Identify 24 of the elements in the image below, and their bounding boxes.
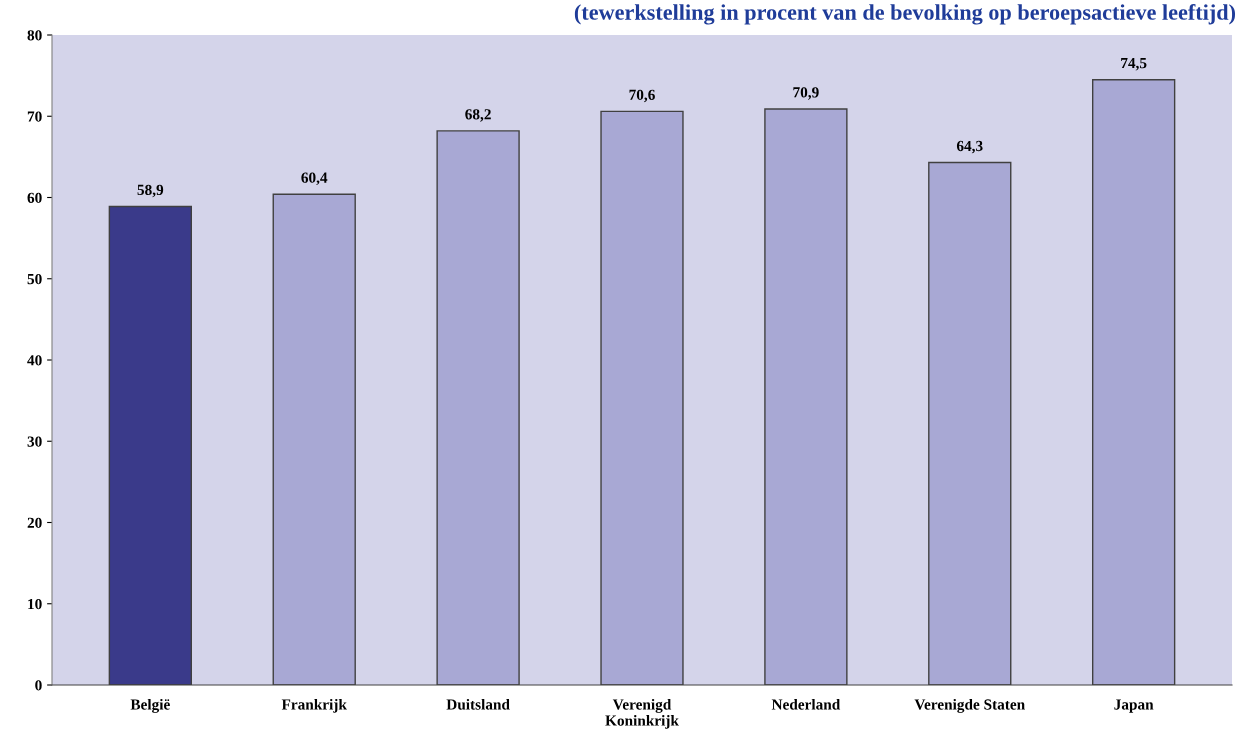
y-tick-label: 70 xyxy=(27,111,42,122)
data-label: 74,5 xyxy=(1121,58,1147,71)
x-tick-label: Verenigd Koninkrijk xyxy=(605,698,679,729)
data-label: 68,2 xyxy=(465,109,491,122)
y-tick-label: 60 xyxy=(27,192,42,203)
data-label: 64,3 xyxy=(956,140,983,154)
data-label: 60,4 xyxy=(301,172,328,186)
y-tick-label: 10 xyxy=(28,598,42,610)
x-tick-label: Nederland xyxy=(771,698,841,710)
chart-title: (tewerkstelling in procent van de bevolking op beroepsactieve leeftijd) xyxy=(574,4,1236,25)
y-tick-label: 50 xyxy=(27,273,42,285)
x-tick-label: Frankrijk xyxy=(281,698,347,713)
y-tick-label: 20 xyxy=(27,517,42,528)
y-tick-label: 0 xyxy=(35,680,42,691)
x-tick-label: Verenigde Staten xyxy=(914,698,1025,713)
data-label: 58,9 xyxy=(137,184,164,198)
data-label: 70,9 xyxy=(793,87,819,100)
x-tick-label: België xyxy=(130,698,170,713)
y-tick-label: 30 xyxy=(27,436,42,447)
x-tick-label: Japan xyxy=(1114,699,1154,713)
y-tick-label: 40 xyxy=(27,355,42,366)
data-label: 70,6 xyxy=(629,89,655,103)
y-tick-label: 80 xyxy=(27,30,42,41)
x-tick-label: Duitsland xyxy=(446,698,510,710)
